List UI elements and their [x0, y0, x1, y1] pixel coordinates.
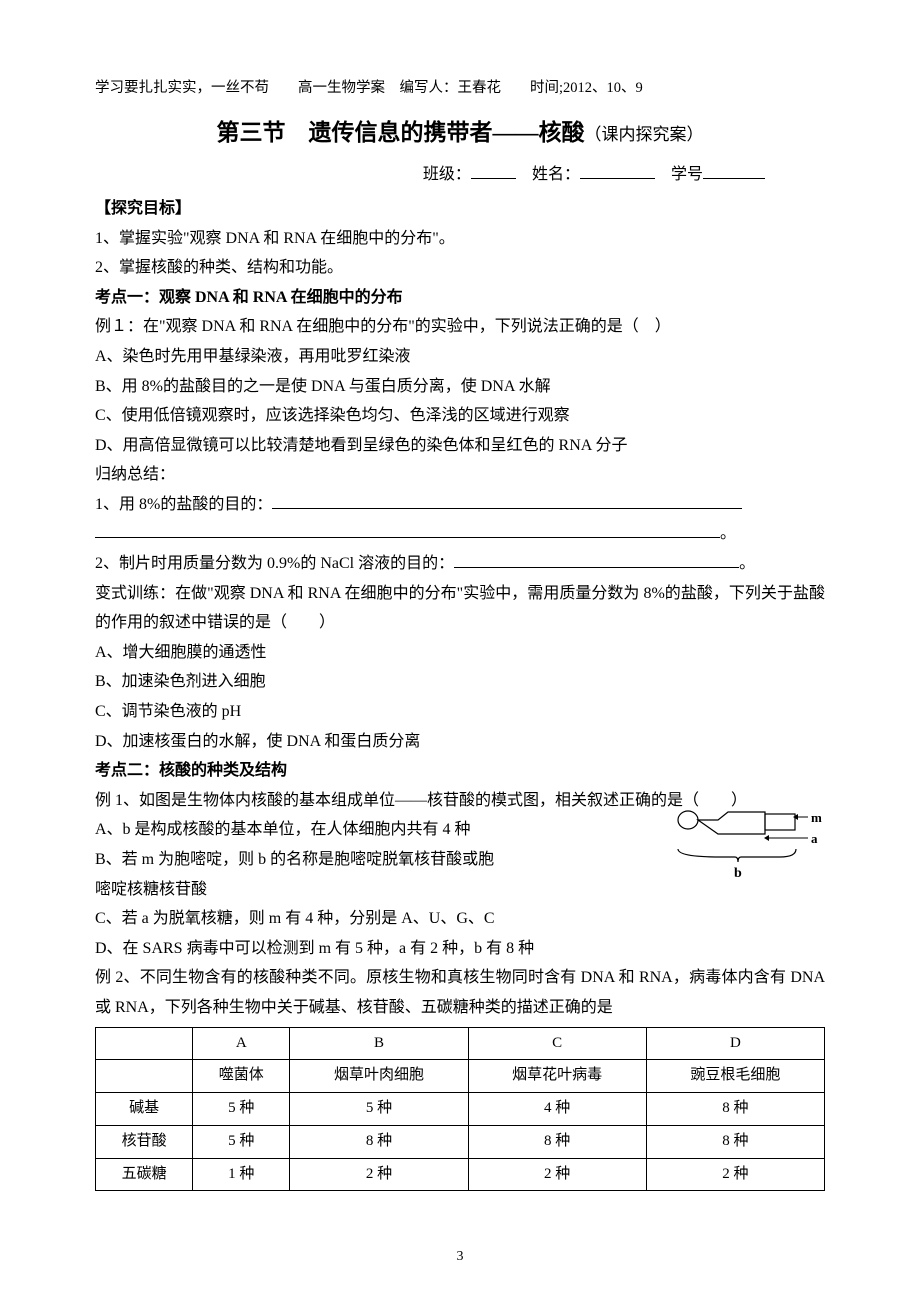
objective-1: 1、掌握实验"观察 DNA 和 RNA 在细胞中的分布"。 [95, 224, 825, 254]
organism-table: A B C D 噬菌体 烟草叶肉细胞 烟草花叶病毒 豌豆根毛细胞 碱基 5 种 … [95, 1027, 825, 1192]
table-organism-row: 噬菌体 烟草叶肉细胞 烟草花叶病毒 豌豆根毛细胞 [96, 1060, 825, 1093]
page-number: 3 [457, 1244, 464, 1270]
id-label: 学号 [671, 166, 703, 183]
header-note: 学习要扎扎实实，一丝不苟 高一生物学案 编写人：王春花 时间;2012、10、9 [95, 75, 825, 102]
guina-1-line2: 。 [95, 519, 825, 549]
table-cell [96, 1060, 193, 1093]
table-cell: 2 种 [646, 1158, 824, 1191]
brace-icon [678, 849, 796, 862]
table-cell: 5 种 [193, 1125, 290, 1158]
bianshi-intro: 变式训练：在做"观察 DNA 和 RNA 在细胞中的分布"实验中，需用质量分数为… [95, 579, 825, 638]
bianshi-option-a: A、增大细胞膜的通透性 [95, 638, 825, 668]
table-cell: 核苷酸 [96, 1125, 193, 1158]
table-cell: 5 种 [193, 1093, 290, 1126]
example1-option-b: B、用 8%的盐酸目的之一是使 DNA 与蛋白质分离，使 DNA 水解 [95, 372, 825, 402]
table-row: 碱基 5 种 5 种 4 种 8 种 [96, 1093, 825, 1126]
base-rect-icon [765, 814, 795, 830]
table-cell: 豌豆根毛细胞 [646, 1060, 824, 1093]
table-cell: 1 种 [193, 1158, 290, 1191]
table-cell: 碱基 [96, 1093, 193, 1126]
title-sub: （课内探究案） [585, 125, 704, 144]
label-b: b [734, 866, 742, 881]
table-row: 五碳糖 1 种 2 种 2 种 2 种 [96, 1158, 825, 1191]
table-cell: 8 种 [646, 1093, 824, 1126]
kaodian1-header: 考点一：观察 DNA 和 RNA 在细胞中的分布 [95, 283, 825, 313]
example1-option-a: A、染色时先用甲基绿染液，再用吡罗红染液 [95, 342, 825, 372]
class-label: 班级： [423, 166, 471, 183]
guina-2-text: 2、制片时用质量分数为 0.9%的 NaCl 溶液的目的： [95, 555, 454, 572]
example1-option-c: C、使用低倍镜观察时，应该选择染色均匀、色泽浅的区域进行观察 [95, 401, 825, 431]
guina-1-blank2 [95, 537, 720, 538]
label-a: a [811, 831, 818, 846]
pentose-sugar-icon [698, 812, 765, 834]
bianshi-option-b: B、加速染色剂进入细胞 [95, 667, 825, 697]
table-cell: 2 种 [290, 1158, 468, 1191]
table-cell: 噬菌体 [193, 1060, 290, 1093]
page-title: 第三节 遗传信息的携带者——核酸（课内探究案） [95, 112, 825, 155]
class-blank [471, 178, 516, 179]
nucleotide-diagram: m a b [670, 804, 825, 894]
bianshi-option-c: C、调节染色液的 pH [95, 697, 825, 727]
example2-1-wrapper: 例 1、如图是生物体内核酸的基本组成单位——核苷酸的模式图，相关叙述正确的是（ … [95, 786, 825, 964]
student-info-line: 班级： 姓名： 学号 [95, 160, 825, 190]
table-cell: 2 种 [468, 1158, 646, 1191]
table-cell: A [193, 1027, 290, 1060]
table-cell: 烟草花叶病毒 [468, 1060, 646, 1093]
guina-1-text: 1、用 8%的盐酸的目的： [95, 496, 272, 513]
table-cell: 5 种 [290, 1093, 468, 1126]
table-cell: 8 种 [468, 1125, 646, 1158]
objective-2: 2、掌握核酸的种类、结构和功能。 [95, 253, 825, 283]
phosphate-circle-icon [678, 811, 698, 829]
example2-1-option-c: C、若 a 为脱氧核糖，则 m 有 4 种，分别是 A、U、G、C [95, 904, 825, 934]
example2-2-intro: 例 2、不同生物含有的核酸种类不同。原核生物和真核生物同时含有 DNA 和 RN… [95, 963, 825, 1022]
guina-1: 1、用 8%的盐酸的目的： [95, 490, 825, 520]
table-row: 核苷酸 5 种 8 种 8 种 8 种 [96, 1125, 825, 1158]
title-main: 第三节 遗传信息的携带者——核酸 [217, 120, 585, 145]
guina-header: 归纳总结： [95, 460, 825, 490]
example1-option-d: D、用高倍显微镜可以比较清楚地看到呈绿色的染色体和呈红色的 RNA 分子 [95, 431, 825, 461]
guina-2-period: 。 [739, 555, 755, 572]
guina-1-period: 。 [720, 525, 736, 542]
table-header-row: A B C D [96, 1027, 825, 1060]
guina-2: 2、制片时用质量分数为 0.9%的 NaCl 溶液的目的： 。 [95, 549, 825, 579]
table-cell: 4 种 [468, 1093, 646, 1126]
name-blank [580, 178, 655, 179]
guina-2-blank [454, 567, 739, 568]
table-cell: 8 种 [646, 1125, 824, 1158]
name-label: 姓名： [532, 166, 580, 183]
table-cell: 五碳糖 [96, 1158, 193, 1191]
kaodian2-header: 考点二：核酸的种类及结构 [95, 756, 825, 786]
label-m: m [811, 810, 822, 825]
example2-1-option-d: D、在 SARS 病毒中可以检测到 m 有 5 种，a 有 2 种，b 有 8 … [95, 934, 825, 964]
bianshi-option-d: D、加速核蛋白的水解，使 DNA 和蛋白质分离 [95, 727, 825, 757]
example1-intro: 例１：在"观察 DNA 和 RNA 在细胞中的分布"的实验中，下列说法正确的是（… [95, 312, 825, 342]
table-cell [96, 1027, 193, 1060]
table-cell: B [290, 1027, 468, 1060]
objectives-header: 【探究目标】 [95, 194, 825, 224]
table-cell: 8 种 [290, 1125, 468, 1158]
id-blank [703, 178, 765, 179]
table-cell: D [646, 1027, 824, 1060]
guina-1-blank [272, 508, 742, 509]
table-cell: C [468, 1027, 646, 1060]
table-cell: 烟草叶肉细胞 [290, 1060, 468, 1093]
